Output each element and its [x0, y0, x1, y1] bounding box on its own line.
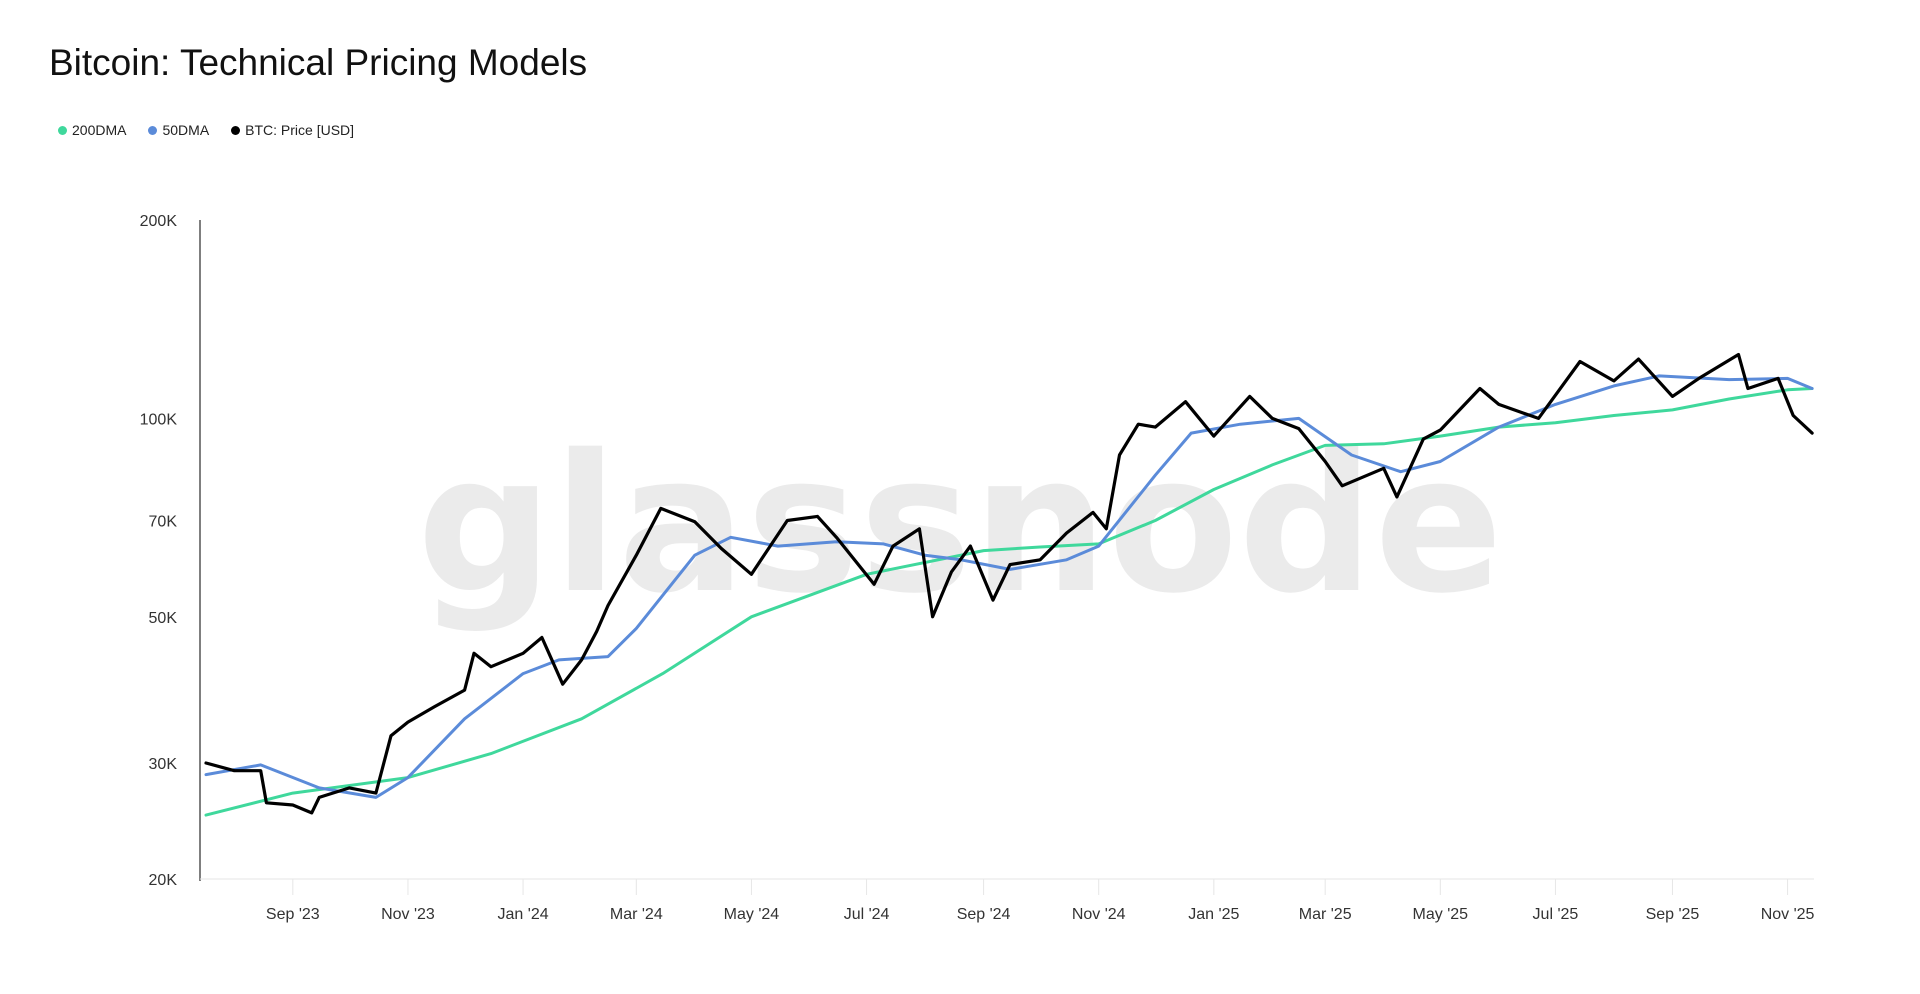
legend-dot-50dma — [148, 125, 158, 135]
x-tick-label: Mar '24 — [610, 906, 663, 923]
legend-label-200dma: 200DMA — [72, 122, 127, 138]
y-tick-label: 70K — [149, 513, 178, 530]
y-tick-label: 30K — [149, 756, 178, 773]
legend-label-btc-price: BTC: Price [USD] — [245, 122, 355, 138]
y-tick-label: 200K — [140, 213, 178, 230]
series-btc-price-line — [204, 352, 1814, 815]
legend-item-200dma[interactable]: 200DMA — [58, 122, 126, 138]
chart-title: Bitcoin: Technical Pricing Models — [49, 42, 588, 83]
x-tick-label: Jul '24 — [844, 906, 890, 923]
x-tick-label: May '25 — [1413, 906, 1469, 923]
legend: 200DMA 50DMA BTC: Price [USD] — [58, 122, 354, 138]
x-tick-label: Jul '25 — [1533, 906, 1579, 923]
series-200dma-line — [204, 387, 1814, 817]
x-tick-label: Sep '25 — [1646, 906, 1700, 923]
x-tick-label: Jan '24 — [498, 906, 549, 923]
x-tick-label: Sep '24 — [957, 906, 1011, 923]
y-tick-label: 20K — [149, 872, 178, 889]
x-tick-label: Jan '25 — [1188, 906, 1239, 923]
x-tick-label: Mar '25 — [1299, 906, 1352, 923]
legend-item-50dma[interactable]: 50DMA — [148, 122, 209, 138]
x-tick-label: Sep '23 — [266, 906, 320, 923]
x-tick-label: May '24 — [724, 906, 780, 923]
watermark-logo: glassnode — [417, 414, 1503, 635]
x-tick-label: Nov '23 — [381, 906, 435, 923]
legend-item-btc-price[interactable]: BTC: Price [USD] — [231, 122, 354, 138]
legend-dot-btc-price — [231, 125, 241, 135]
y-tick-label: 50K — [149, 610, 178, 627]
legend-dot-200dma — [58, 125, 67, 135]
x-tick-label: Nov '25 — [1761, 906, 1815, 923]
x-tick-label: Nov '24 — [1072, 906, 1126, 923]
legend-label-50dma: 50DMA — [162, 122, 210, 138]
y-tick-label: 100K — [140, 411, 178, 428]
